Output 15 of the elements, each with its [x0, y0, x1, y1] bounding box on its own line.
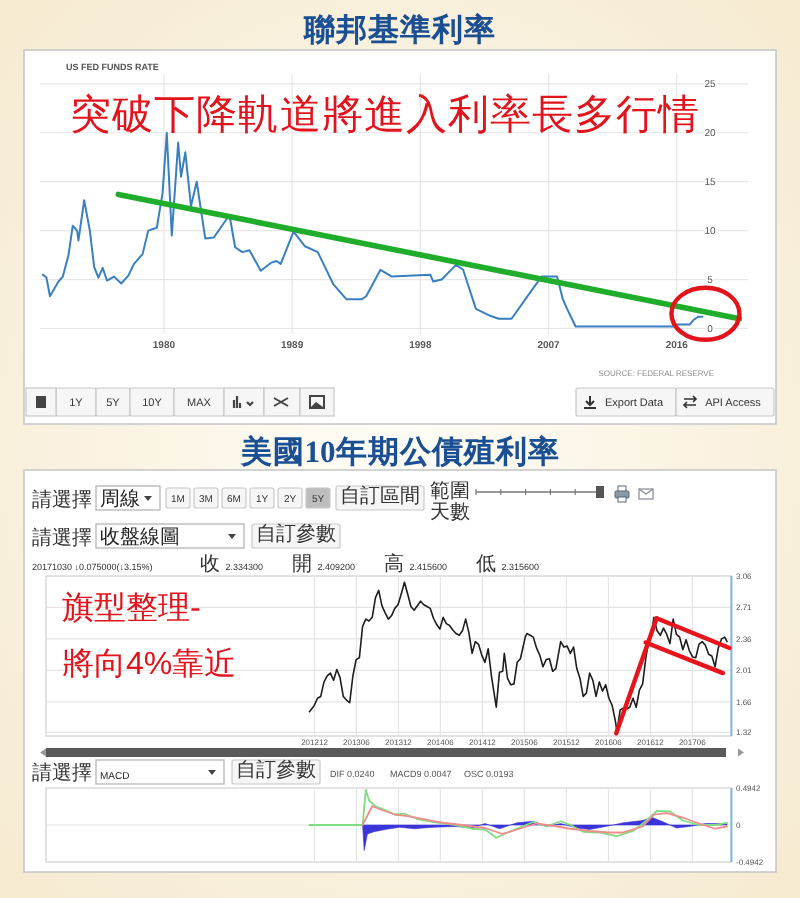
text: 周線: [100, 489, 140, 511]
annotation: 突破下降軌道將進入利率長多行情: [70, 92, 700, 138]
annotation: 將向4%靠近: [62, 646, 237, 682]
text: 自訂參數: [236, 757, 316, 782]
text: 請選擇: [32, 488, 92, 512]
annotation: 旗型整理-: [62, 590, 201, 626]
chart-title: 美國10年期公債殖利率: [238, 432, 560, 470]
text: 範圍: [430, 481, 470, 503]
text: 請選擇: [32, 761, 92, 785]
text: 請選擇: [32, 526, 92, 550]
chart-title: 聯邦基準利率: [302, 12, 496, 48]
text: 自訂區間: [340, 483, 420, 508]
text: 自訂參數: [256, 521, 336, 546]
text: 收盤線圖: [100, 525, 180, 549]
text: 天數: [430, 500, 470, 524]
